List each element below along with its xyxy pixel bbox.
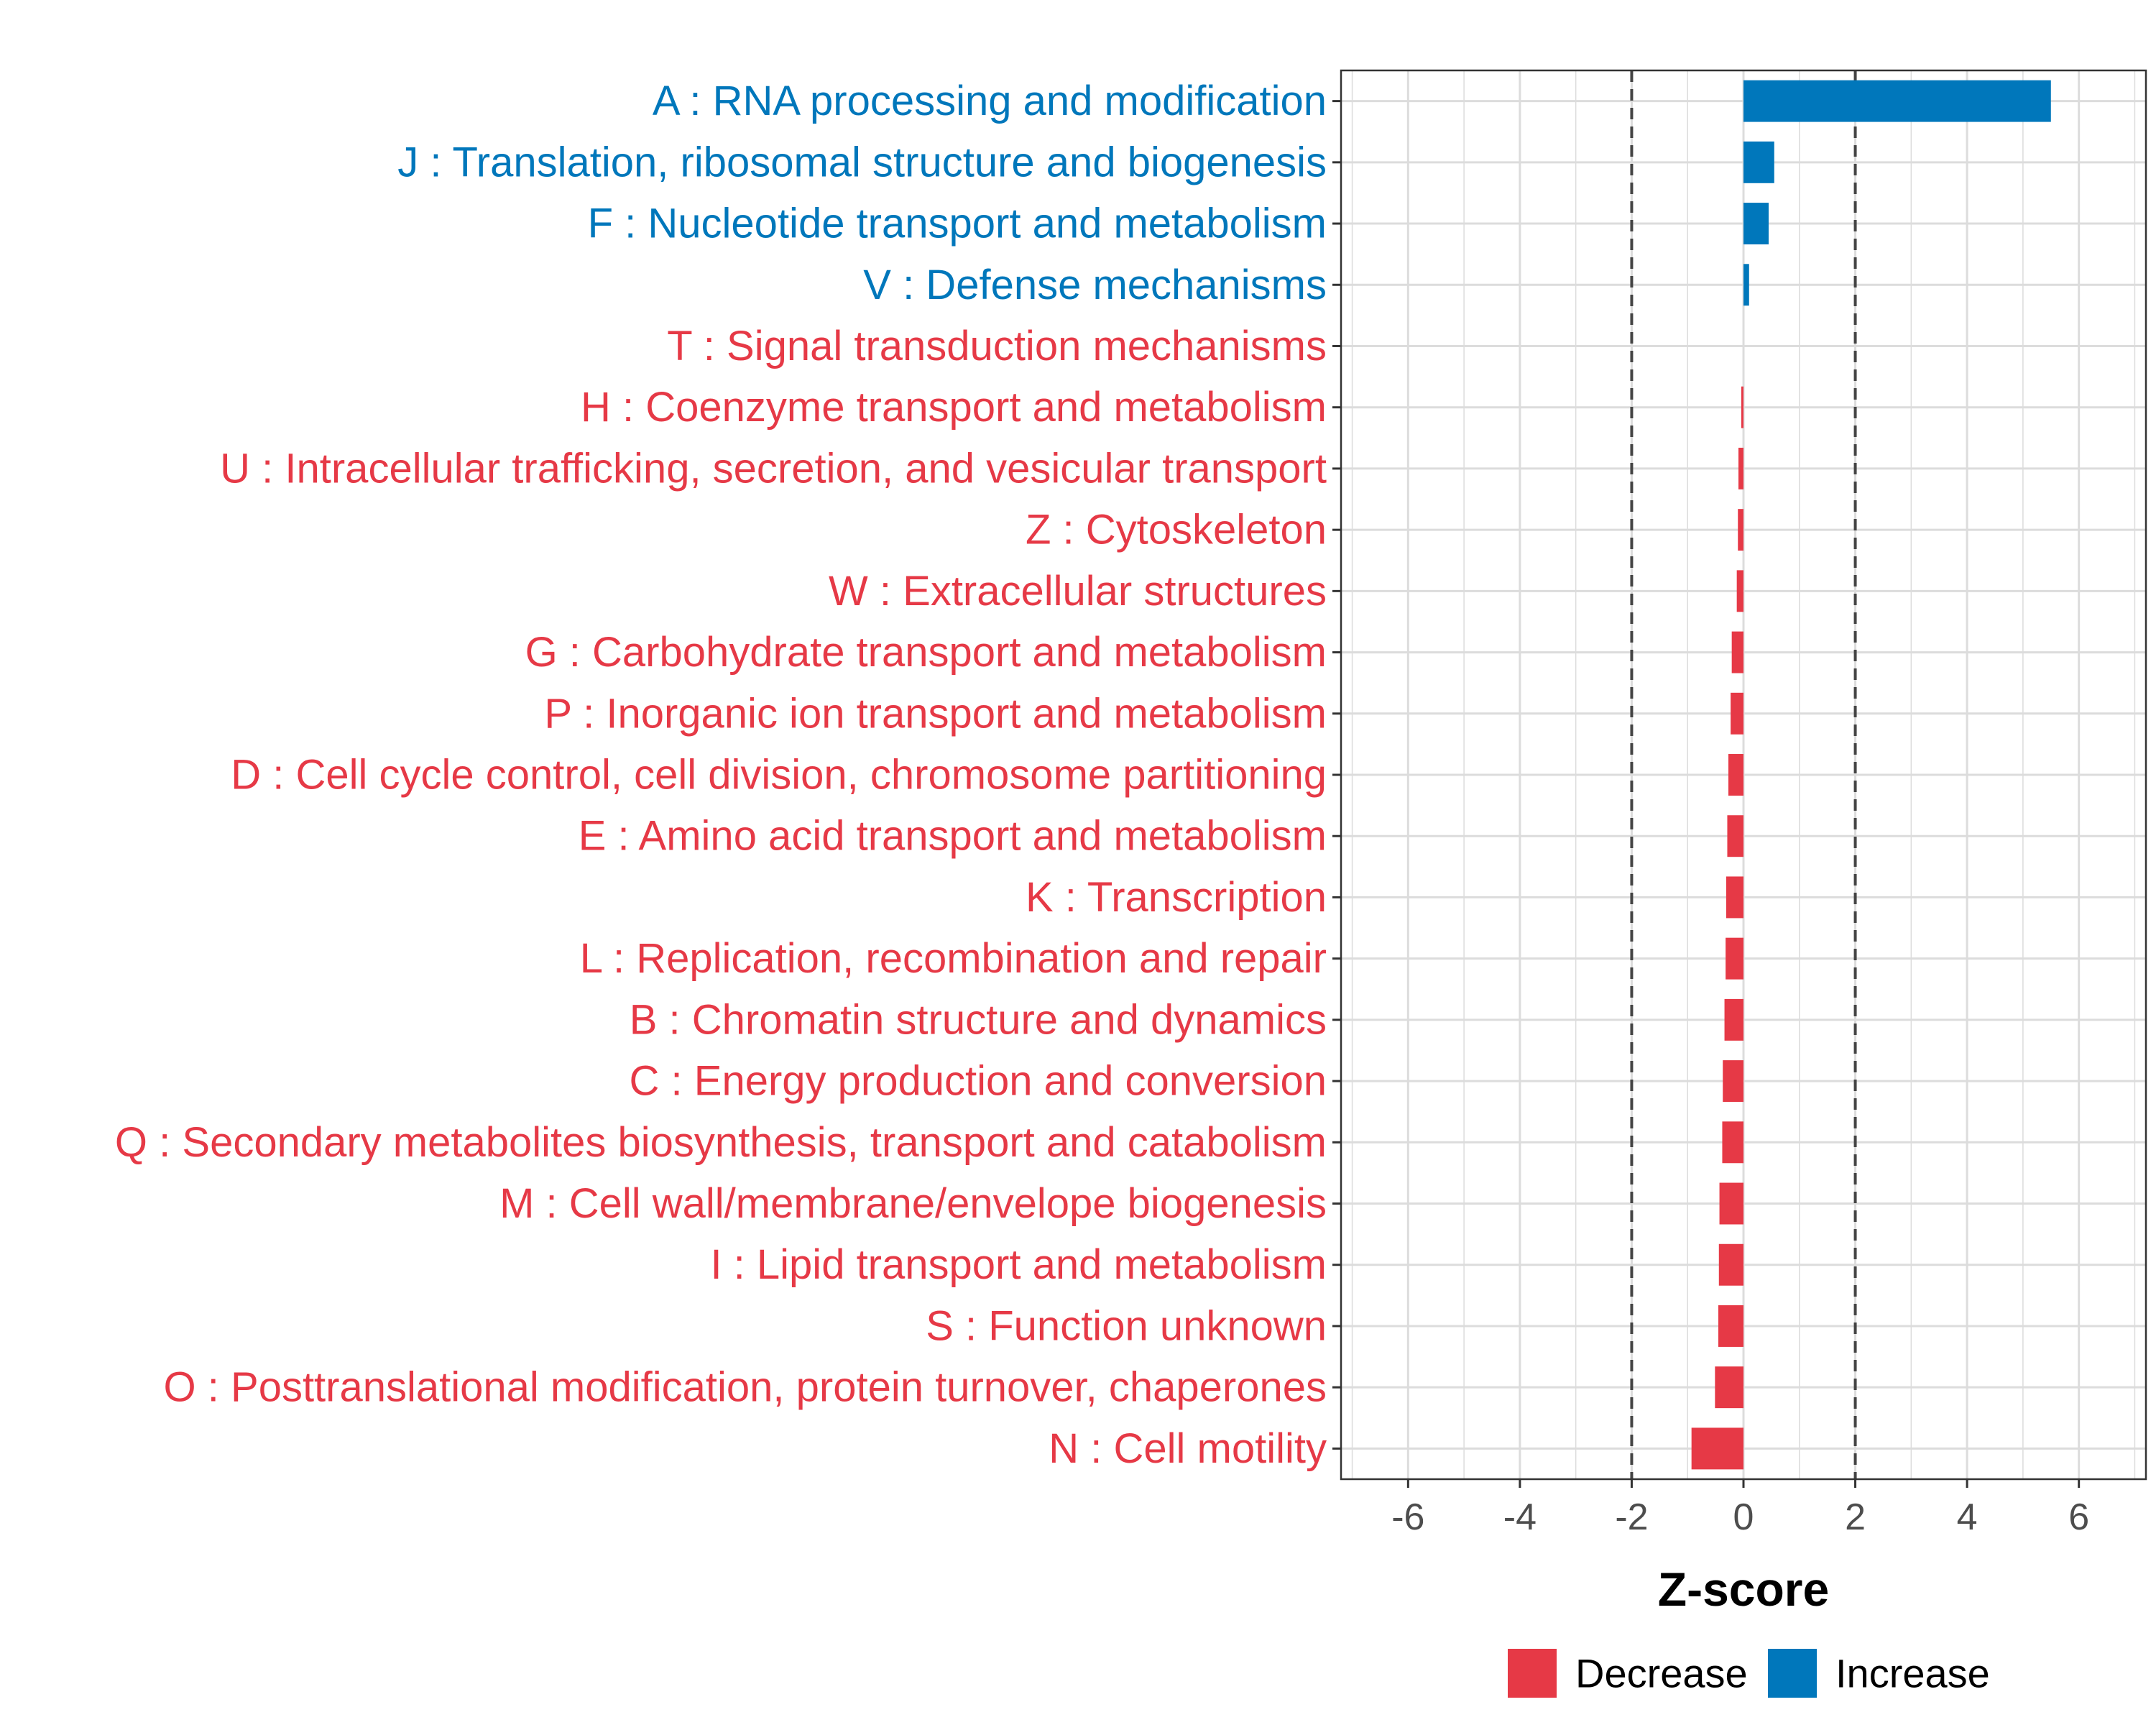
legend-label: Increase [1835,1651,1990,1696]
legend-swatch [1768,1649,1817,1698]
legend: Decrease Increase [1508,1649,1990,1698]
category-label: K : Transcription [1026,874,1327,921]
bar [1724,998,1743,1041]
bar [1731,692,1743,735]
category-label: N : Cell motility [1049,1425,1327,1472]
x-axis-ticks: -6 -4 -2 0 2 4 6 [1391,1479,2089,1538]
bar [1741,386,1743,428]
bar [1723,1060,1743,1103]
category-label: F : Nucleotide transport and metabolism [588,201,1327,247]
x-tick-label: -2 [1615,1496,1648,1538]
bar [1726,937,1743,980]
bar [1743,203,1769,245]
bar [1727,815,1743,857]
bar [1743,80,2051,122]
bar [1728,754,1743,796]
category-label: G : Carbohydrate transport and metabolis… [525,629,1327,676]
category-ticks: A : RNA processing and modification J : T… [115,78,1341,1472]
bars [1691,80,2051,1470]
x-tick-label: 4 [1957,1496,1978,1538]
bar [1722,1121,1743,1164]
category-label: D : Cell cycle control, cell division, c… [231,752,1327,799]
bar [1691,1427,1743,1470]
category-label: O : Posttranslational modification, prot… [164,1364,1327,1411]
x-tick-label: 0 [1733,1496,1754,1538]
bar [1738,509,1743,551]
x-axis-title: Z-score [1658,1563,1829,1616]
category-label: C : Energy production and conversion [630,1058,1327,1105]
category-label: Z : Cytoskeleton [1026,507,1327,553]
legend-label: Decrease [1575,1651,1748,1696]
legend-swatch [1508,1649,1557,1698]
x-tick-label: -6 [1391,1496,1424,1538]
category-label: V : Defense mechanisms [863,262,1327,308]
bar [1736,570,1743,612]
bar [1718,1243,1743,1286]
category-label: Q : Secondary metabolites biosynthesis, … [115,1119,1327,1166]
category-label: U : Intracellular trafficking, secretion… [220,445,1327,492]
category-label: M : Cell wall/membrane/envelope biogenes… [499,1180,1327,1227]
category-label: L : Replication, recombination and repai… [580,935,1327,982]
bar [1738,447,1743,489]
category-label: I : Lipid transport and metabolism [710,1241,1327,1288]
bar [1719,1182,1743,1225]
bar [1718,1305,1743,1347]
category-label: J : Translation, ribosomal structure and… [397,139,1327,185]
bar [1743,141,1774,183]
bar [1726,876,1743,919]
bar [1715,1366,1743,1409]
reference-lines [1630,70,1857,1479]
category-label: T : Signal transduction mechanisms [667,323,1327,369]
bar [1731,631,1743,673]
category-label: H : Coenzyme transport and metabolism [581,384,1327,431]
category-label: B : Chromatin structure and dynamics [630,996,1327,1043]
category-label: S : Function unknown [926,1302,1327,1349]
x-tick-label: -4 [1503,1496,1537,1538]
category-label: A : RNA processing and modification [653,78,1327,124]
x-tick-label: 2 [1845,1496,1866,1538]
category-label: E : Amino acid transport and metabolism [579,813,1327,860]
category-label: W : Extracellular structures [829,568,1327,615]
x-tick-label: 6 [2068,1496,2089,1538]
category-label: P : Inorganic ion transport and metaboli… [544,690,1327,737]
bar [1743,264,1749,306]
